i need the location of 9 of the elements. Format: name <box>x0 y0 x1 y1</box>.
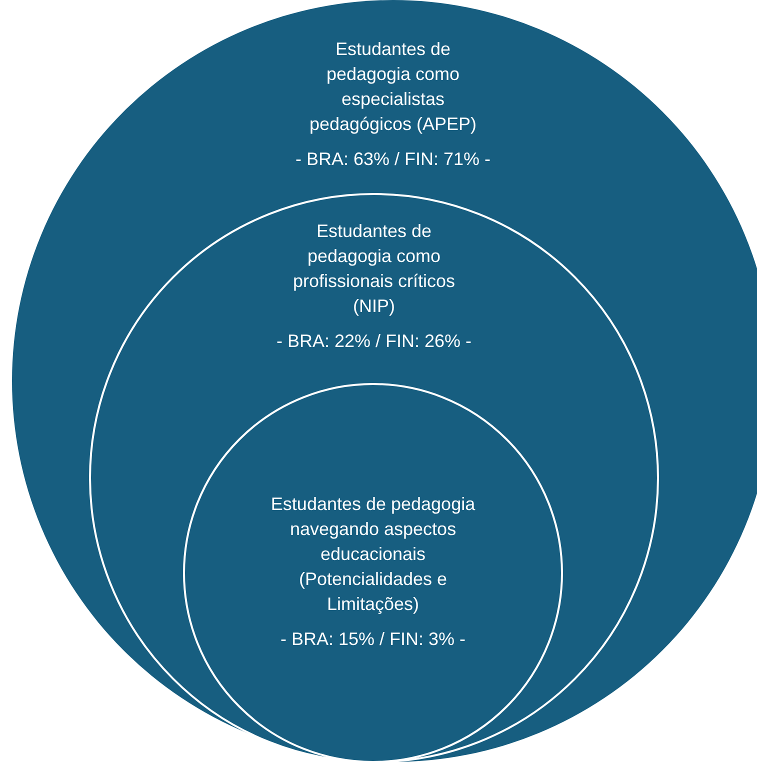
data-label: / FIN: 71% - <box>394 148 491 169</box>
category-label: Estudantes de pedagogia como especialistas pedagógicos (APEP) <box>309 38 477 134</box>
data-label: - BRA: 22% <box>276 330 371 351</box>
data-label: - BRA: 15% <box>280 628 375 649</box>
category-label: Estudantes de pedagogia navegando aspectos educacionais (Potencialidades e Limitações) <box>270 494 476 614</box>
data-label: - BRA: 63% <box>295 148 390 169</box>
category-label: Estudantes de pedagogia como profissionais críticos (NIP) <box>292 220 456 316</box>
data-label: / FIN: 26% - <box>376 330 472 351</box>
data-label: / FIN: 3% - <box>380 628 466 649</box>
